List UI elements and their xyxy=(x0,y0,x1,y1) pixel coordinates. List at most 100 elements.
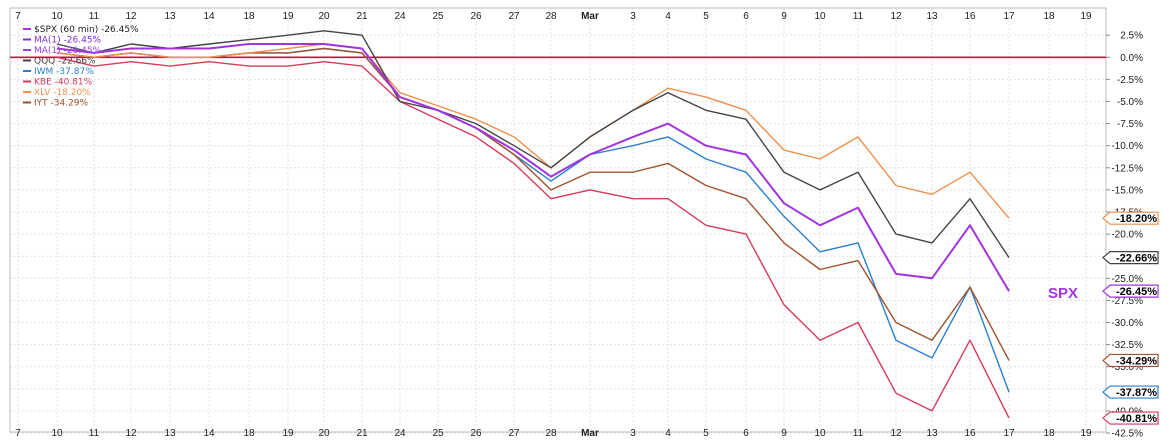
x-tick-label-bottom: 19 xyxy=(282,428,294,439)
x-tick-label-bottom: 12 xyxy=(125,428,137,439)
end-label-box xyxy=(1102,385,1159,399)
y-tick-label: -35.0% xyxy=(1111,362,1143,373)
x-tick-label-top: 7 xyxy=(15,11,21,22)
end-label-value: -26.45% xyxy=(1116,286,1157,298)
series-line-qqq xyxy=(56,30,1010,258)
y-tick-label: -27.5% xyxy=(1111,296,1143,307)
y-tick-label: -7.5% xyxy=(1117,119,1143,130)
y-tick-label: -42.5% xyxy=(1111,429,1143,440)
x-tick-label-top: 17 xyxy=(1003,11,1015,22)
x-tick-label-top: 25 xyxy=(432,11,444,22)
y-tick-label: 2.5% xyxy=(1120,31,1143,42)
legend-entry: XLV -18.20% xyxy=(34,88,91,98)
x-tick-label-bottom: 19 xyxy=(1080,428,1092,439)
end-label-box xyxy=(1102,411,1159,425)
x-tick-label-top: 4 xyxy=(665,11,671,22)
x-tick-label-top: 9 xyxy=(781,11,787,22)
end-label-value: -40.81% xyxy=(1116,413,1157,425)
x-tick-label-bottom: 28 xyxy=(545,428,557,439)
x-tick-label-bottom: 26 xyxy=(470,428,482,439)
legend-entry: MA(1) -26.45% xyxy=(34,36,102,46)
x-tick-label-bottom: 20 xyxy=(318,428,330,439)
legend-entry: MA(1) -26.45% xyxy=(34,46,102,56)
x-tick-label-top: 19 xyxy=(1080,11,1092,22)
x-tick-label-bottom: 11 xyxy=(89,428,100,439)
end-label-value: -37.87% xyxy=(1116,387,1157,399)
x-tick-label-top: 12 xyxy=(890,11,902,22)
x-tick-label-top: 16 xyxy=(964,11,976,22)
x-tick-label-bottom: 3 xyxy=(630,428,636,439)
y-tick-label: -10.0% xyxy=(1111,141,1143,152)
x-tick-label-bottom: 25 xyxy=(432,428,444,439)
end-label-box xyxy=(1102,211,1159,225)
end-label-value: -34.29% xyxy=(1116,355,1157,367)
y-tick-label: -12.5% xyxy=(1111,163,1143,174)
x-tick-label-bottom: 16 xyxy=(964,428,976,439)
x-tick-label-top: 11 xyxy=(853,11,864,22)
x-tick-label-bottom: 5 xyxy=(703,428,709,439)
x-tick-label-bottom: 10 xyxy=(814,428,826,439)
x-tick-label-bottom: 13 xyxy=(926,428,938,439)
x-tick-label-bottom: 18 xyxy=(1043,428,1055,439)
x-tick-label-top: 18 xyxy=(243,11,255,22)
x-tick-label-top: 11 xyxy=(89,11,100,22)
x-tick-label-bottom: 10 xyxy=(51,428,63,439)
legend-entry: KBE -40.81% xyxy=(34,78,93,88)
legend-entry: QQQ -22.66% xyxy=(34,57,96,67)
end-label-box xyxy=(1102,251,1159,265)
series-lines xyxy=(56,30,1010,419)
legend-entry: $SPX (60 min) -26.45% xyxy=(34,25,139,35)
x-tick-label-bottom: 9 xyxy=(781,428,787,439)
y-tick-label: -20.0% xyxy=(1111,230,1143,241)
x-tick-label-top: 12 xyxy=(125,11,137,22)
y-tick-label: 0.0% xyxy=(1120,53,1143,64)
x-tick-label-top: 13 xyxy=(164,11,176,22)
x-tick-label-bottom: 27 xyxy=(508,428,520,439)
x-tick-label-top: 24 xyxy=(394,11,406,22)
spx-annotation: SPX xyxy=(1048,285,1078,302)
x-tick-label-bottom: Mar xyxy=(581,428,599,439)
end-label-box xyxy=(1102,353,1159,368)
x-tick-label-bottom: 7 xyxy=(15,428,21,439)
x-tick-label-top: 6 xyxy=(743,11,749,22)
y-tick-label: -5.0% xyxy=(1117,97,1143,108)
x-tick-label-top: 14 xyxy=(203,11,215,22)
legend-entry: IYT -34.29% xyxy=(34,99,89,109)
end-labels: -22.66% -26.45% -37.87% -40.81% -18.20% -34.2… xyxy=(1102,211,1159,425)
x-tick-label-bottom: 6 xyxy=(743,428,749,439)
y-tick-label: -30.0% xyxy=(1111,318,1143,329)
x-tick-label-bottom: 17 xyxy=(1003,428,1015,439)
x-tick-label-top: 27 xyxy=(508,11,520,22)
y-tick-label: -15.0% xyxy=(1111,185,1143,196)
y-tick-label: -2.5% xyxy=(1117,75,1143,86)
end-label-box xyxy=(1102,284,1159,298)
x-tick-label-bottom: 11 xyxy=(853,428,864,439)
y-tick-label: -32.5% xyxy=(1111,340,1143,351)
x-tick-label-bottom: 13 xyxy=(164,428,176,439)
series-line-kbe xyxy=(56,56,1010,419)
series-line-spx-60-min xyxy=(56,43,1010,292)
legend-entry: IWM -37.87% xyxy=(34,67,94,77)
x-tick-label-bottom: 24 xyxy=(394,428,406,439)
x-tick-label-top: 26 xyxy=(470,11,482,22)
x-tick-label-top: 19 xyxy=(282,11,294,22)
gridlines xyxy=(10,8,1106,434)
x-tick-label-top: 5 xyxy=(703,11,709,22)
x-tick-label-top: 20 xyxy=(318,11,330,22)
x-tick-label-top: 21 xyxy=(356,11,368,22)
end-label-value: -22.66% xyxy=(1116,253,1157,265)
x-tick-label-bottom: 21 xyxy=(356,428,368,439)
series-line-xlv xyxy=(56,43,1010,219)
legend: $SPX (60 min) -26.45%MA(1) -26.45%MA(1) … xyxy=(23,25,139,109)
x-tick-label-bottom: 4 xyxy=(665,428,671,439)
x-tick-label-top: 10 xyxy=(814,11,826,22)
x-tick-label-bottom: 18 xyxy=(243,428,255,439)
x-tick-label-bottom: 14 xyxy=(203,428,215,439)
x-tick-label-top: 28 xyxy=(545,11,557,22)
x-tick-label-top: Mar xyxy=(581,11,599,22)
x-tick-label-bottom: 12 xyxy=(890,428,902,439)
x-tick-label-top: 13 xyxy=(926,11,938,22)
y-tick-label: -25.0% xyxy=(1111,274,1143,285)
